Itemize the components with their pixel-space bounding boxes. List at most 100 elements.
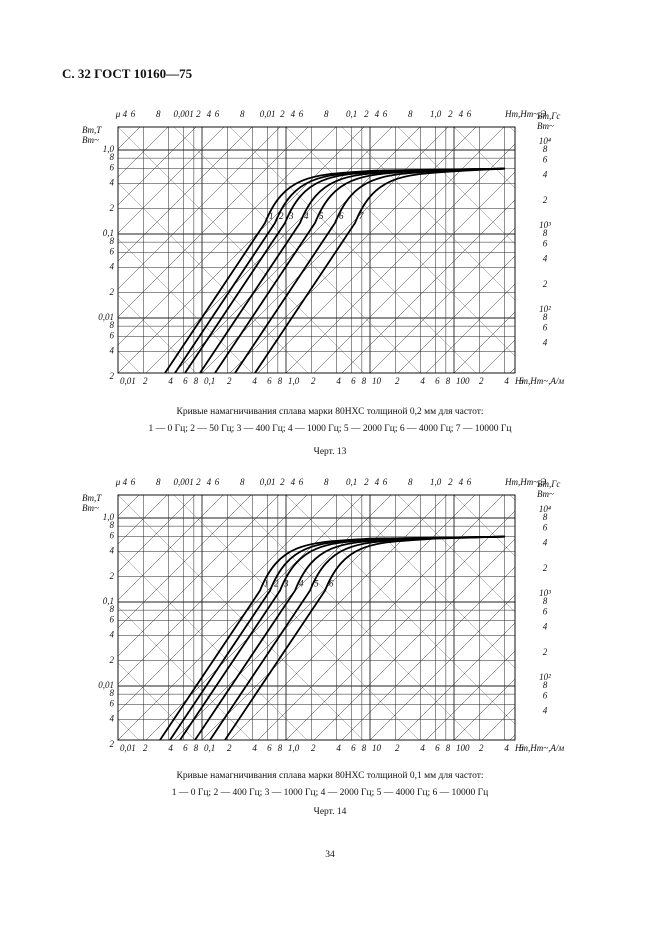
curve-label: 2 — [279, 211, 284, 221]
y-tick-label: 4 — [110, 261, 115, 271]
curve — [174, 167, 506, 373]
diagonal — [173, 127, 421, 373]
right-tick-label: 4 — [543, 169, 548, 179]
x-tick-label: 6 — [267, 376, 272, 386]
right-tick-label: 10² — [539, 672, 551, 682]
right-tick-label: 4 — [543, 705, 548, 715]
diagonal — [566, 440, 661, 740]
y-tick-label: 6 — [110, 163, 115, 173]
top-tick-label: Hm,Hm~,Э — [504, 109, 546, 119]
hatch — [118, 182, 309, 373]
y-tick-label: 2 — [110, 739, 115, 749]
x-tick-label: 2 — [395, 376, 400, 386]
figure: 1 2 3 4 5 60,01 2 4 6 8 0,1 2 4 6 8 1,0 2 4 6 8 10 2 4 6 8 100 2 4 6… — [0, 440, 661, 817]
x-tick-label: 6 — [435, 743, 440, 753]
x-axis-title: Hm,Hm~,A/м — [514, 376, 564, 386]
curve — [224, 535, 506, 740]
top-tick-label: 1,0 — [430, 109, 442, 119]
y-tick-label: 1,0 — [103, 512, 115, 522]
y-tick-label: 2 — [110, 571, 115, 581]
curve-label: 3 — [283, 579, 289, 589]
right-tick-label: 4 — [543, 253, 548, 263]
top-tick-label: 4 — [123, 477, 128, 487]
top-tick-label: 6 — [383, 109, 388, 119]
hatch — [173, 127, 421, 373]
diagonal — [622, 440, 661, 740]
x-tick-label: 4 — [420, 743, 425, 753]
diagonal — [118, 495, 308, 685]
x-tick-label: 1,0 — [288, 743, 300, 753]
x-tick-label: 2 — [479, 376, 484, 386]
hatch — [0, 127, 32, 377]
right-tick-label: 6 — [543, 239, 548, 249]
top-tick-label: 8 — [408, 109, 413, 119]
top-tick-label: 8 — [324, 477, 329, 487]
x-tick-label: 6 — [435, 376, 440, 386]
y-tick-label: 8 — [110, 236, 115, 246]
x-tick-label: 2 — [143, 376, 148, 386]
top-tick-label: 2 — [364, 109, 369, 119]
diagonal — [118, 127, 253, 262]
hatch — [397, 495, 515, 613]
diagonal — [0, 440, 166, 740]
diagonal — [0, 440, 110, 740]
x-tick-label: 6 — [183, 743, 188, 753]
diagonal — [118, 495, 336, 713]
page-number: 34 — [325, 850, 335, 860]
caption: 1 — 0 Гц; 2 — 400 Гц; 3 — 1000 Гц; 4 — 2… — [172, 788, 489, 798]
top-tick-label: Hm,Hm~,Э — [504, 477, 546, 487]
y-tick-label: 6 — [110, 247, 115, 257]
x-tick-label: 4 — [336, 743, 341, 753]
y-tick-label: 8 — [110, 604, 115, 614]
hatch — [118, 127, 365, 373]
right-tick-label: 4 — [543, 621, 548, 631]
right-tick-label: 8 — [543, 228, 548, 238]
right-axis-title: Bm,Гс — [537, 479, 560, 489]
right-tick-label: 8 — [543, 144, 548, 154]
diagonal — [118, 495, 252, 629]
hatch — [118, 606, 252, 740]
x-tick-label: 10 — [372, 376, 382, 386]
right-tick-label: 8 — [543, 512, 548, 522]
curve-label: 5 — [319, 211, 324, 221]
diagonal — [201, 495, 448, 740]
curve — [254, 167, 506, 373]
diagonal — [0, 440, 54, 740]
top-tick-label: 6 — [467, 109, 472, 119]
diagonal — [453, 311, 515, 373]
x-tick-label: 6 — [519, 743, 524, 753]
hatch — [341, 127, 515, 301]
top-tick-label: 6 — [131, 109, 136, 119]
x-tick-label: 0,01 — [120, 743, 136, 753]
top-tick-label: 4 — [291, 477, 296, 487]
caption: 1 — 0 Гц; 2 — 50 Гц; 3 — 400 Гц; 4 — 100… — [149, 424, 512, 434]
x-tick-label: 2 — [395, 743, 400, 753]
hatch — [0, 495, 88, 745]
right-tick-label: 8 — [543, 312, 548, 322]
diagonal — [257, 495, 504, 740]
x-tick-label: 2 — [227, 376, 232, 386]
top-tick-label: 2 — [280, 477, 285, 487]
curve-label: 1 — [269, 211, 274, 221]
x-tick-label: 8 — [278, 743, 283, 753]
right-tick-label: 6 — [543, 155, 548, 165]
diagonal — [0, 73, 54, 373]
top-tick-label: 6 — [131, 477, 136, 487]
hatch — [118, 350, 141, 373]
top-tick-label: 0,001 — [173, 477, 193, 487]
diagonal — [118, 127, 309, 318]
hatch — [118, 294, 197, 373]
diagonal — [369, 227, 515, 373]
y-tick-label: 8 — [110, 520, 115, 530]
y-tick-label: 8 — [110, 688, 115, 698]
top-tick-label: 0,1 — [346, 477, 357, 487]
right-axis-title: Bm,Гс — [537, 111, 560, 121]
curve-label: 7 — [359, 211, 364, 221]
diagonal — [285, 510, 515, 740]
right-tick-label: 2 — [543, 195, 548, 205]
x-tick-label: 8 — [446, 743, 451, 753]
curve-label: 6 — [339, 211, 344, 221]
diagonal — [397, 622, 515, 740]
diagonal — [118, 127, 365, 373]
